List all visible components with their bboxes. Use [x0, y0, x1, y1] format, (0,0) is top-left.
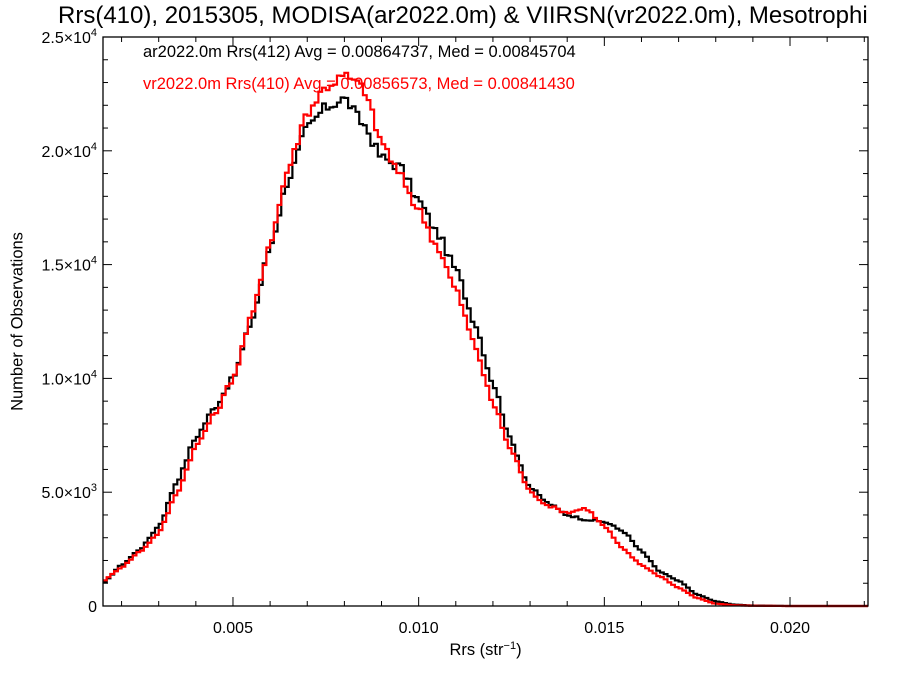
y-tick-label: 5.0×103: [41, 482, 97, 502]
y-tick-label: 1.0×104: [41, 368, 97, 388]
legend-entry-modisa: ar2022.0m Rrs(412) Avg = 0.00864737, Med…: [143, 43, 576, 61]
x-tick-label: 0.005: [213, 620, 253, 637]
legend-entry-viirsn: vr2022.0m Rrs(410) Avg = 0.00856573, Med…: [143, 75, 575, 93]
series-modisa-line: [103, 96, 868, 608]
axis-ticks: 0.005 0.010 0.015 0.020 0 5.0×103 1.0×104 1.5×1…: [41, 27, 868, 637]
chart-title: Rrs(410), 2015305, MODISA(ar2022.0m) & V…: [58, 2, 868, 29]
x-tick-label: 0.010: [399, 620, 439, 637]
x-axis-label: Rrs (str−1): [449, 640, 521, 659]
y-tick-label: 2.0×104: [41, 141, 97, 161]
y-axis-label: Number of Observations: [8, 232, 26, 411]
y-tick-label: 0: [88, 599, 97, 616]
histogram-curves: [103, 71, 868, 608]
series-viirsn-line: [103, 71, 868, 608]
y-tick-label: 1.5×104: [41, 255, 97, 275]
y-tick-label: 2.5×104: [41, 27, 97, 47]
x-tick-label: 0.015: [584, 620, 624, 637]
plot-frame: [102, 36, 869, 607]
x-tick-label: 0.020: [770, 620, 810, 637]
